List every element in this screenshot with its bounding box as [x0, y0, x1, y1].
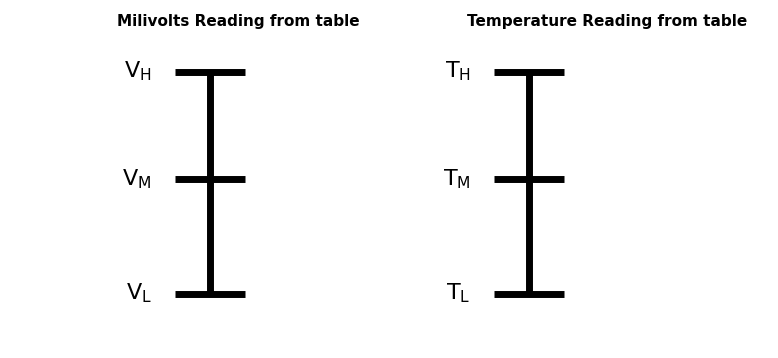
Text: $\mathregular{T_M}$: $\mathregular{T_M}$: [443, 167, 471, 191]
Text: $\mathregular{V_L}$: $\mathregular{V_L}$: [126, 282, 152, 305]
Text: $\mathregular{V_M}$: $\mathregular{V_M}$: [122, 167, 152, 191]
Text: $\mathregular{T_H}$: $\mathregular{T_H}$: [445, 60, 471, 83]
Text: $\mathregular{T_L}$: $\mathregular{T_L}$: [447, 282, 471, 305]
Text: Temperature Reading from table: Temperature Reading from table: [467, 14, 747, 29]
Text: Milivolts Reading from table: Milivolts Reading from table: [117, 14, 359, 29]
Text: $\mathregular{V_H}$: $\mathregular{V_H}$: [124, 60, 152, 83]
